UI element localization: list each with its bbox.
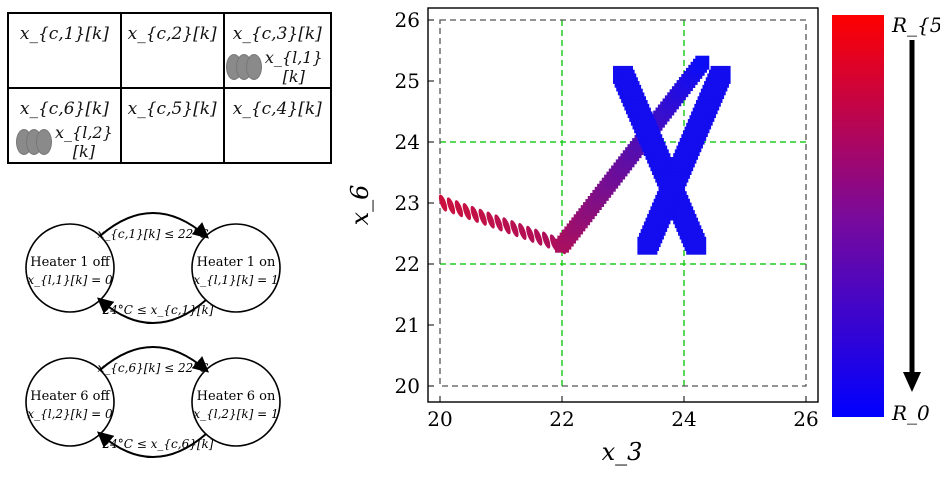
zone-cell-c4: x_{c,4}[k] xyxy=(222,87,333,164)
heater-label: x_{l,1}[k] xyxy=(264,48,323,86)
zone-cell-c2: x_{c,2}[k] xyxy=(119,12,225,89)
zone-grid: x_{c,1}[k] x_{c,2}[k] x_{c,3}[k] x_{l,1}… xyxy=(7,12,333,164)
reachable-set xyxy=(438,55,731,255)
trajectory-mark xyxy=(518,222,527,240)
state-value: x_{l,1}[k] = 1 xyxy=(193,273,278,287)
x-axis-label: x_3 xyxy=(602,438,643,466)
zone-label: x_{c,3}[k] xyxy=(232,24,322,44)
trajectory-mark xyxy=(486,211,495,229)
reachable-set-plot: 20 22 24 26 20 21 22 23 24 25 26 x_3 x_6 R_{50} R_… xyxy=(346,7,940,466)
zone-label: x_{c,2}[k] xyxy=(127,24,217,44)
y-tick-label: 26 xyxy=(395,8,420,32)
transition-arrow xyxy=(96,297,207,324)
trajectory-mark xyxy=(502,217,511,235)
state-value: x_{l,2}[k] = 1 xyxy=(193,407,278,421)
heater-1: x_{l,1}[k] xyxy=(225,48,329,86)
x-tick-label: 20 xyxy=(427,407,452,431)
state-on xyxy=(191,223,281,313)
heater-2: x_{l,2}[k] xyxy=(10,123,119,161)
y-tick-label: 25 xyxy=(395,69,420,93)
axis-ticks: 20 22 24 26 20 21 22 23 24 25 26 xyxy=(395,8,819,431)
state-title: Heater 1 off xyxy=(30,255,111,270)
transition-condition: x_{c,6}[k] ≤ 22°C xyxy=(98,361,209,375)
trajectory-mark xyxy=(494,214,503,232)
trajectory-mark xyxy=(534,228,543,246)
transition-arrow xyxy=(99,346,210,373)
state-off xyxy=(25,357,115,447)
state-value: x_{l,2}[k] = 0 xyxy=(27,407,113,421)
zone-label: x_{c,5}[k] xyxy=(127,99,217,119)
state-title: Heater 6 off xyxy=(30,389,111,404)
zone-cell-c3: x_{c,3}[k] x_{l,1}[k] xyxy=(222,12,333,89)
trajectory-mark xyxy=(478,208,487,226)
heater-icon xyxy=(225,54,262,80)
trajectory-mark xyxy=(462,203,472,221)
transition-condition: 24°C ≤ x_{c,1}[k] xyxy=(102,303,214,317)
trajectory-mark xyxy=(470,205,479,223)
trajectory-mark xyxy=(454,200,464,218)
trajectory-mark xyxy=(446,197,456,215)
state-on xyxy=(191,357,281,447)
x-tick-label: 26 xyxy=(793,407,818,431)
x-tick-label: 22 xyxy=(549,407,574,431)
colorbar xyxy=(832,15,884,417)
y-tick-label: 20 xyxy=(395,374,420,398)
fsm-heater-2: Heater 6 off x_{l,2}[k] = 0 Heater 6 on … xyxy=(25,346,281,458)
y-tick-label: 22 xyxy=(395,252,420,276)
state-off xyxy=(25,223,115,313)
state-title: Heater 6 on xyxy=(197,389,276,404)
heater-label: x_{l,2}[k] xyxy=(55,123,113,161)
heater-state-machines: Heater 1 off x_{l,1}[k] = 0 Heater 1 on … xyxy=(25,212,281,458)
reachable-mark xyxy=(686,236,707,255)
transition-condition: 24°C ≤ x_{c,6}[k] xyxy=(102,437,214,451)
y-tick-label: 24 xyxy=(395,130,420,154)
state-title: Heater 1 on xyxy=(197,255,276,270)
trajectory-mark xyxy=(510,220,519,238)
zone-label: x_{c,1}[k] xyxy=(19,24,109,44)
arrow-head-icon xyxy=(903,372,921,392)
trajectory-mark xyxy=(438,194,448,212)
zone-label: x_{c,6}[k] xyxy=(19,99,109,119)
transition-arrow xyxy=(96,431,207,458)
x-tick-label: 24 xyxy=(671,407,696,431)
trajectory-mark xyxy=(695,55,710,70)
heater-icon xyxy=(16,129,52,155)
state-value: x_{l,1}[k] = 0 xyxy=(27,273,113,287)
zone-cell-c1: x_{c,1}[k] xyxy=(7,12,122,89)
y-axis-label: x_6 xyxy=(346,185,374,226)
transition-arrow xyxy=(99,212,210,239)
transition-condition: x_{c,1}[k] ≤ 22°C xyxy=(98,227,209,241)
trajectory-mark xyxy=(541,231,551,249)
colorbar-top-label: R_{50} xyxy=(891,13,940,37)
reachable-mark xyxy=(637,236,658,255)
y-tick-label: 21 xyxy=(395,313,420,337)
zone-cell-c6: x_{c,6}[k] x_{l,2}[k] xyxy=(7,87,122,164)
colorbar-bottom-label: R_0 xyxy=(891,401,930,425)
zone-cell-c5: x_{c,5}[k] xyxy=(119,87,225,164)
trajectory-mark xyxy=(526,225,535,243)
zone-label: x_{c,4}[k] xyxy=(232,99,322,119)
fsm-heater-1: Heater 1 off x_{l,1}[k] = 0 Heater 1 on … xyxy=(25,212,281,324)
y-tick-label: 23 xyxy=(395,191,420,215)
